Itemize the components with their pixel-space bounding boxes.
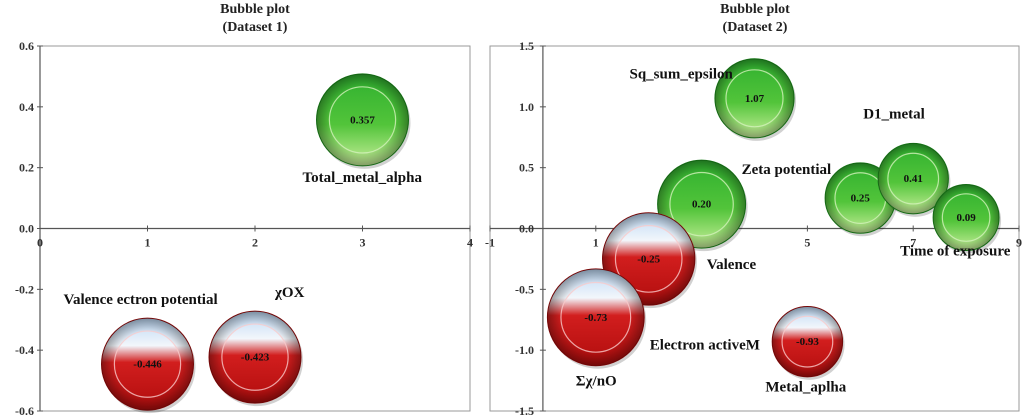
x-tick-label: 0 (37, 236, 43, 250)
bubble-time-of-exposure: 0.09 (932, 184, 1002, 254)
bubble-value-label: 0.25 (851, 193, 871, 205)
panel1-axes: 0 1 2 3 4 0.6 0.4 0.2 0.0 -0.2 -0.4 -0.6 (15, 39, 473, 417)
bubble-name-label: Zeta potential (742, 162, 832, 178)
bubble-metal-aplha: -0.93 (771, 305, 845, 380)
bubble-edge-shade (547, 268, 645, 366)
bubble-edge-shade (101, 318, 194, 411)
y-tick-label: 0.5 (519, 161, 534, 175)
bubble-value-label: 1.07 (745, 93, 765, 105)
y-tick-label: -0.6 (15, 404, 34, 417)
bubble-electron-activem: -0.73 (546, 268, 647, 369)
bubble-sq-sum-epsilon: 1.07 (714, 58, 797, 141)
y-tick-label: 1.0 (519, 100, 534, 114)
y-tick-label: -0.5 (515, 282, 534, 296)
x-tick-label: -1 (485, 236, 495, 250)
x-tick-label: 5 (804, 236, 810, 250)
bubble-edge-shade (933, 184, 1000, 251)
y-tick-label: 0.0 (519, 222, 534, 236)
bubble-edge-shade (878, 143, 949, 214)
x-tick-label: 2 (252, 236, 258, 250)
y-tick-label: 1.5 (519, 39, 534, 53)
x-tick-label: 4 (467, 236, 473, 250)
bubble-name-label: Metal_aplha (765, 380, 846, 396)
bubble-name-label: Valence (707, 257, 757, 273)
bubble-edge-shade (209, 311, 301, 404)
y-tick-label: 0.6 (19, 39, 34, 53)
bubble-edge-shade (316, 73, 409, 166)
x-tick-label: 7 (910, 236, 916, 250)
y-tick-label: -1.0 (515, 343, 534, 357)
bubble-valence-ectron-potential: -0.446 (101, 317, 196, 414)
bubble-value-label: -0.25 (637, 253, 660, 265)
panel1-subtitle: (Dataset 1) (223, 20, 288, 35)
bubble-value-label: -0.446 (133, 359, 162, 371)
bubble-d1-metal: 0.41 (877, 142, 951, 217)
x-tick-label: 3 (360, 236, 366, 250)
x-tick-label: 1 (593, 236, 599, 250)
panel2-subtitle: (Dataset 2) (723, 20, 788, 35)
panel-dataset-1: Bubble plot (Dataset 1) 0 1 2 3 4 0.6 0.4 0.2 0.… (15, 2, 473, 417)
panel-dataset-2: Bubble plot (Dataset 2) -1135791.51.00.5… (485, 2, 1022, 417)
y-tick-label: -1.5 (515, 404, 534, 417)
bubble-name-label: Valence ectron potential (64, 292, 218, 308)
bubble-value-label: -0.423 (241, 352, 270, 364)
bubble-name-label: Time of exposure (900, 244, 1011, 260)
bubble-name-label: Total_metal_alpha (303, 170, 423, 186)
panel2-title: Bubble plot (720, 2, 790, 17)
bubble-total-metal-alpha: 0.357 (316, 73, 411, 169)
bubble-name-label: D1_metal (863, 107, 925, 123)
bubble-edge-shade (772, 306, 843, 377)
x-tick-label: 9 (1016, 236, 1022, 250)
bubble-value-label: -0.93 (796, 336, 819, 348)
y-tick-label: 0.2 (19, 161, 34, 175)
bubble-value-label: 0.41 (904, 173, 923, 185)
bubble-name-label: Σχ/nO (576, 373, 617, 389)
panel2-bubbles: 1.07 Sq_sum_epsilon 0.20 Zeta potential 0.25… (546, 58, 1011, 396)
bubble--ox: -0.423 (208, 310, 303, 407)
bubble-value-label: 0.357 (350, 114, 375, 126)
x-tick-label: 1 (145, 236, 151, 250)
bubble-value-label: 0.20 (692, 199, 712, 211)
y-tick-label: 0.0 (19, 222, 34, 236)
bubble-name-label: Sq_sum_epsilon (630, 66, 734, 82)
panel1-title: Bubble plot (220, 2, 290, 17)
panel1-bubbles: 0.357 Total_metal_alpha -0.446 Valence ectr… (64, 73, 423, 414)
bubble-name-label: χOX (274, 285, 305, 301)
bubble-name-label: Electron activeM (650, 337, 760, 353)
y-tick-label: -0.4 (15, 343, 34, 357)
bubble-value-label: 0.09 (956, 212, 976, 224)
bubble-value-label: -0.73 (584, 312, 607, 324)
panel2-axes: -1135791.51.00.50.0-0.5-1.0-1.5 (485, 39, 1022, 417)
bubble-edge-shade (714, 58, 795, 138)
y-tick-label: 0.4 (19, 100, 34, 114)
y-tick-label: -0.2 (15, 282, 34, 296)
